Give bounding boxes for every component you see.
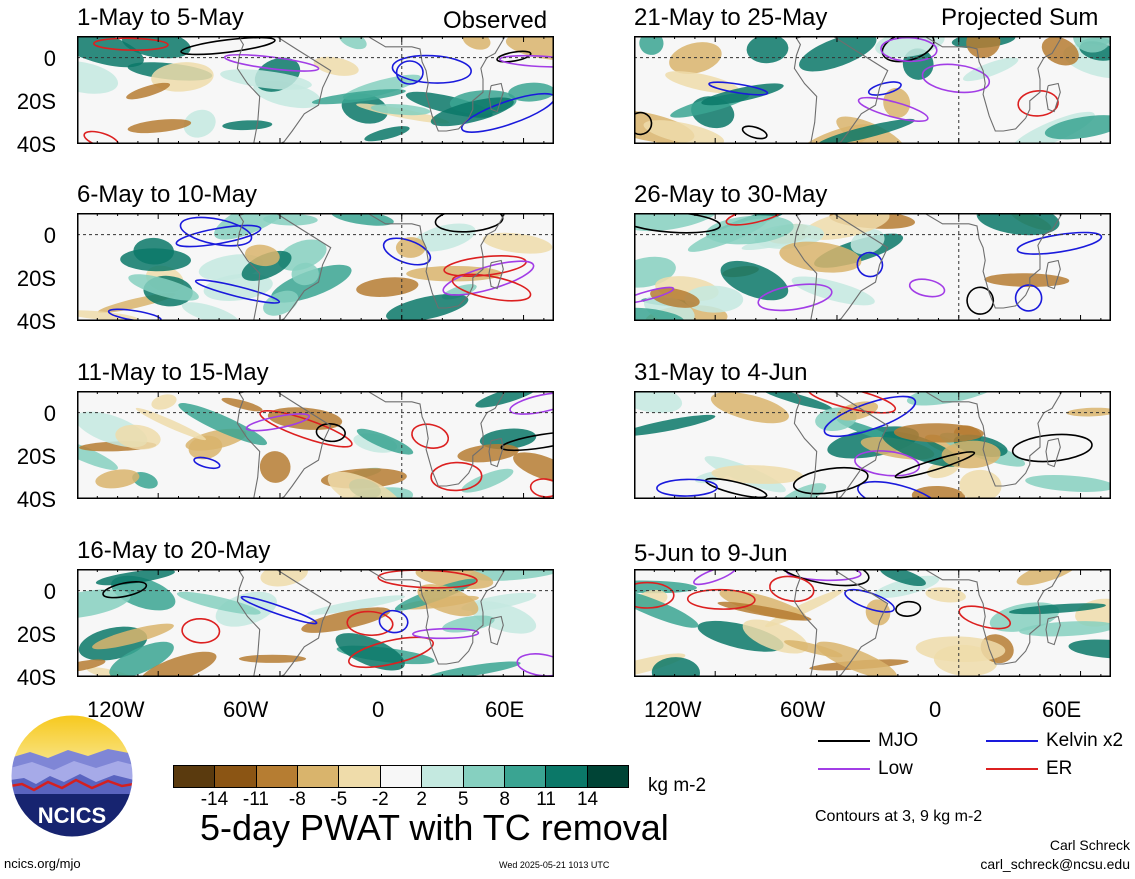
footer-url: ncics.org/mjo (4, 856, 81, 871)
observed-label: Observed (443, 7, 548, 34)
y-tick: 40S (16, 665, 56, 690)
y-tick: 0 (43, 401, 56, 426)
panel-title-1: 1-May to 5-May (77, 4, 244, 31)
panel-title-6: 26-May to 30-May (634, 181, 828, 208)
colorbar-swatch (255, 766, 298, 787)
x-tick: 120W (644, 697, 702, 722)
colorbar-swatch (174, 766, 215, 787)
colorbar-label: 11 (536, 789, 556, 810)
y-tick: 40S (16, 132, 56, 157)
ncics-logo: NCICS (10, 714, 134, 838)
y-tick: 20S (16, 444, 56, 469)
map-panel-8 (634, 569, 1111, 677)
colorbar-swatch (586, 766, 628, 787)
colorbar-swatch (462, 766, 504, 787)
projected-sum-label: Projected Sum (941, 4, 1099, 31)
legend-label-er: ER (1046, 758, 1073, 779)
x-tick: 60E (1042, 697, 1082, 722)
map-panel-5 (634, 36, 1111, 144)
colorbar-swatch (338, 766, 380, 787)
colorbar-label: 8 (499, 789, 510, 810)
legend-label-kelvin: Kelvin x2 (1046, 730, 1124, 751)
y-tick: 40S (16, 487, 56, 512)
logo-text: NCICS (38, 803, 106, 828)
x-tick: 0 (372, 697, 385, 722)
panel-title-8: 5-Jun to 9-Jun (634, 540, 788, 567)
colorbar-label: -5 (330, 789, 348, 810)
panel-title-2: 6-May to 10-May (77, 181, 258, 208)
y-tick: 20S (16, 266, 56, 291)
colorbar-label: -14 (200, 789, 229, 810)
panel-title-3: 11-May to 15-May (77, 359, 269, 386)
legend-swatch-er (986, 768, 1038, 770)
legend-swatch-low (818, 768, 870, 770)
y-tick: 20S (16, 89, 56, 114)
x-tick: 0 (929, 697, 942, 722)
colorbar-label: -11 (242, 789, 269, 810)
colorbar-label: 5 (457, 789, 469, 810)
colorbar-swatch (297, 766, 339, 787)
x-tick: 60W (780, 697, 826, 722)
contour-note: Contours at 3, 9 kg m-2 (815, 808, 983, 825)
colorbar-label: 2 (416, 789, 427, 810)
x-tick: 60W (223, 697, 269, 722)
y-tick: 0 (43, 223, 56, 248)
y-tick: 0 (43, 46, 56, 71)
colorbar-swatch (379, 766, 422, 787)
colorbar-labels: -14 -11 -8 -5 -2 2 5 8 11 14 (173, 790, 629, 814)
y-tick: 40S (16, 309, 56, 334)
footer-timestamp: Wed 2025-05-21 1013 UTC (499, 860, 610, 870)
panel-title-7: 31-May to 4-Jun (634, 359, 808, 386)
map-panel-2 (77, 213, 554, 321)
map-panel-4 (77, 569, 554, 677)
x-tick: 60E (485, 697, 525, 722)
colorbar-swatch (545, 766, 587, 787)
y-tick: 0 (43, 579, 56, 604)
panel-title-5: 21-May to 25-May (634, 4, 828, 31)
colorbar-units: kg m-2 (648, 775, 707, 796)
colorbar-label: -8 (288, 789, 306, 810)
map-panel-6 (634, 213, 1111, 321)
y-tick: 20S (16, 622, 56, 647)
colorbar-swatch (214, 766, 256, 787)
colorbar-label: 14 (576, 789, 599, 810)
map-panel-3 (77, 391, 554, 499)
legend-label-low: Low (878, 758, 913, 779)
map-panel-1 (77, 36, 554, 144)
colorbar-swatch (421, 766, 463, 787)
footer-email: carl_schreck@ncsu.edu (980, 856, 1130, 872)
colorbar (173, 765, 629, 788)
map-panel-7 (634, 391, 1111, 499)
main-title: 5-day PWAT with TC removal (200, 807, 669, 848)
x-tick: 120W (87, 697, 145, 722)
legend-label-mjo: MJO (878, 730, 919, 751)
legend-swatch-mjo (818, 740, 870, 742)
panel-title-4: 16-May to 20-May (77, 537, 271, 564)
footer-author: Carl Schreck (1049, 837, 1130, 853)
legend-swatch-kelvin (986, 740, 1038, 742)
colorbar-swatch (503, 766, 546, 787)
colorbar-label: -2 (371, 789, 389, 810)
